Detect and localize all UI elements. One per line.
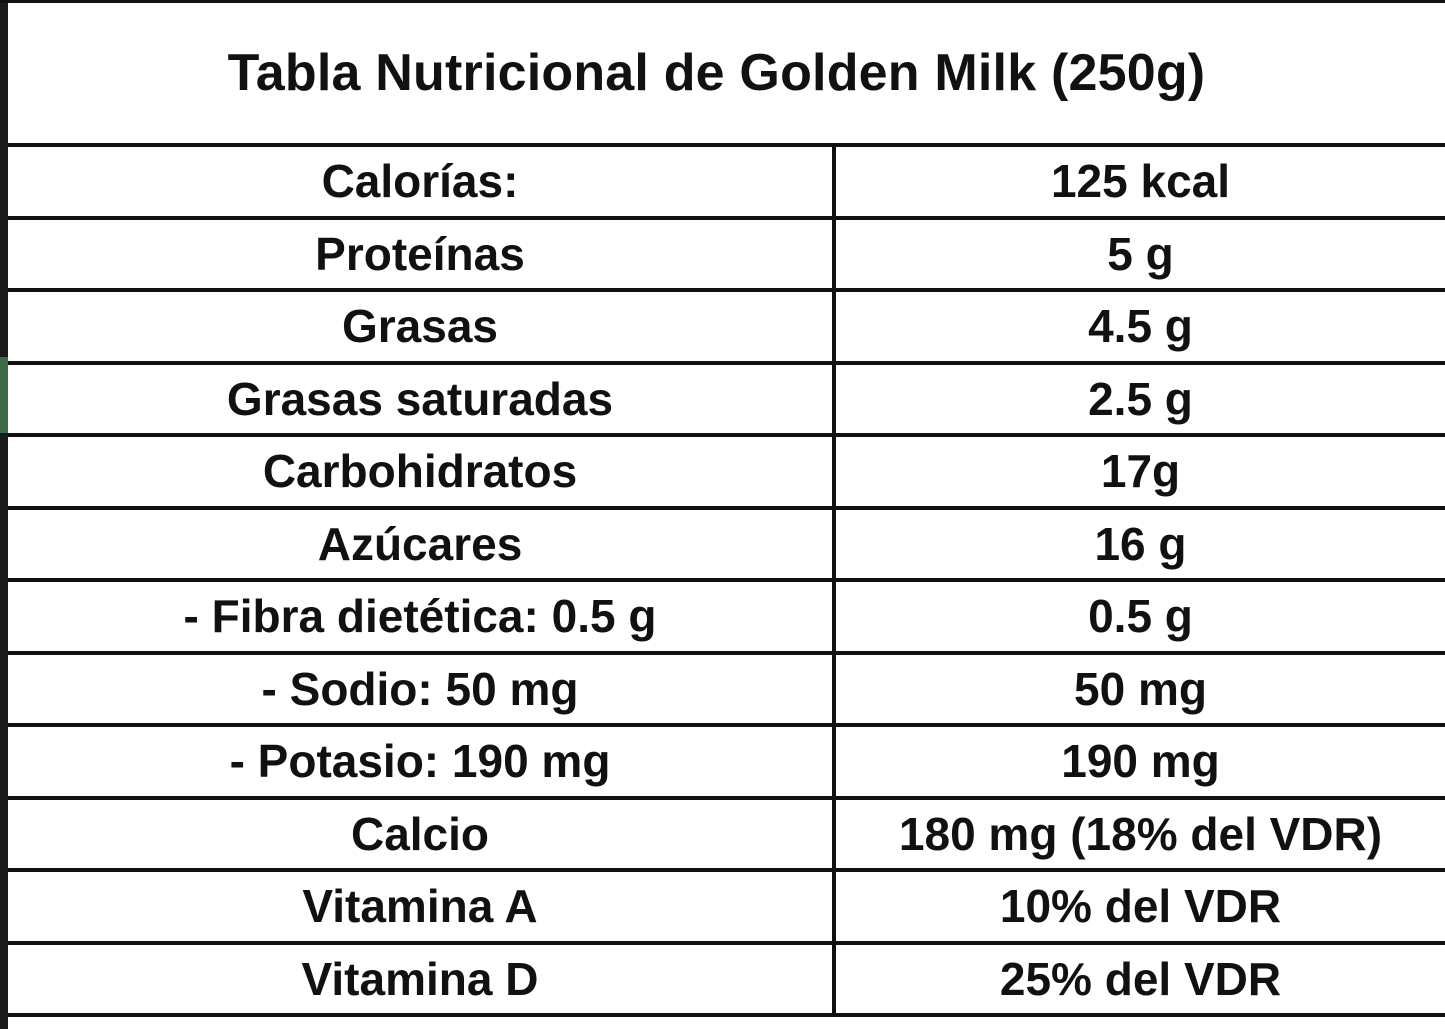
row-label: Vitamina A [8, 868, 836, 943]
row-value: 17g [834, 433, 1445, 508]
row-label: Calcio [8, 795, 836, 870]
row-label: - Fibra dietética: 0.5 g [8, 578, 836, 653]
table-row: Proteínas 5 g [8, 215, 1445, 290]
row-value: 16 g [834, 505, 1445, 580]
table-row: Vitamina D 25% del VDR [8, 940, 1445, 1017]
left-edge-accent [0, 357, 8, 433]
row-value: 180 mg (18% del VDR) [834, 795, 1445, 870]
table-row: Vitamina A 10% del VDR [8, 868, 1445, 943]
title-area: Tabla Nutricional de Golden Milk (250g) [8, 3, 1445, 143]
row-label: Grasas saturadas [8, 360, 836, 435]
table-row: - Fibra dietética: 0.5 g 0.5 g [8, 578, 1445, 653]
row-label: - Potasio: 190 mg [8, 723, 836, 798]
row-value: 190 mg [834, 723, 1445, 798]
top-border [0, 0, 1445, 3]
table-row: - Sodio: 50 mg 50 mg [8, 650, 1445, 725]
row-label: Azúcares [8, 505, 836, 580]
row-label: Grasas [8, 288, 836, 363]
row-value: 5 g [834, 215, 1445, 290]
row-value: 125 kcal [834, 143, 1445, 218]
nutrition-table: Calorías: 125 kcal Proteínas 5 g Grasas … [8, 143, 1445, 1017]
table-row: Carbohidratos 17g [8, 433, 1445, 508]
row-label: Vitamina D [8, 940, 836, 1017]
table-row: - Potasio: 190 mg 190 mg [8, 723, 1445, 798]
left-edge-bar [0, 0, 8, 1029]
row-value: 10% del VDR [834, 868, 1445, 943]
table-row: Azúcares 16 g [8, 505, 1445, 580]
row-label: Proteínas [8, 215, 836, 290]
table-row: Grasas 4.5 g [8, 288, 1445, 363]
table-row: Grasas saturadas 2.5 g [8, 360, 1445, 435]
page-title: Tabla Nutricional de Golden Milk (250g) [227, 44, 1206, 102]
table-row: Calcio 180 mg (18% del VDR) [8, 795, 1445, 870]
row-label: - Sodio: 50 mg [8, 650, 836, 725]
row-value: 0.5 g [834, 578, 1445, 653]
row-label: Calorías: [8, 143, 836, 218]
row-label: Carbohidratos [8, 433, 836, 508]
table-row: Calorías: 125 kcal [8, 143, 1445, 218]
row-value: 2.5 g [834, 360, 1445, 435]
row-value: 25% del VDR [834, 940, 1445, 1017]
row-value: 50 mg [834, 650, 1445, 725]
row-value: 4.5 g [834, 288, 1445, 363]
